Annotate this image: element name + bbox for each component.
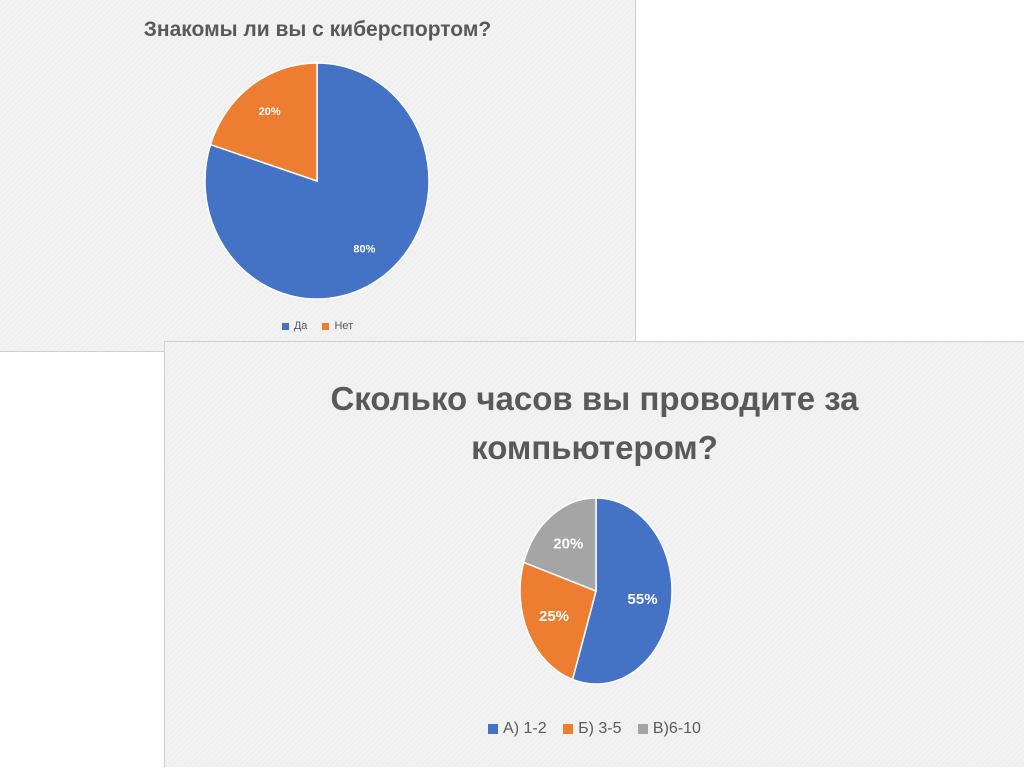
chart-panel-esports: Знакомы ли вы с киберспортом? 80% 20% Да … <box>0 0 636 352</box>
pie-slice-3 <box>522 497 597 593</box>
pie-slice-2 <box>209 62 318 183</box>
legend-label: Да <box>293 320 308 333</box>
legend-swatch <box>281 322 289 330</box>
chart-title: Знакомы ли вы с киберспортом? <box>143 18 492 41</box>
chart-title: Сколько часов вы проводите за компьютеро… <box>330 380 859 466</box>
legend-item-da: Да <box>281 320 308 333</box>
legend-swatch <box>488 724 499 734</box>
legend-label: А) 1-2 <box>503 720 547 737</box>
legend-swatch <box>563 724 574 734</box>
data-label-1: 80% <box>353 244 375 256</box>
data-label-2: 25% <box>539 608 569 625</box>
legend-label: В)6-10 <box>652 720 701 737</box>
legend-item-a: А) 1-2 <box>488 720 547 738</box>
legend-item-v: В)6-10 <box>637 720 701 738</box>
legend-swatch <box>637 724 648 734</box>
legend-item-b: Б) 3-5 <box>563 720 621 738</box>
chart-legend: А) 1-2 Б) 3-5 В)6-10 <box>165 720 1024 738</box>
chart-legend: Да Нет <box>0 320 635 332</box>
legend-swatch <box>322 322 330 330</box>
legend-item-net: Нет <box>322 320 353 332</box>
pie-chart: 55% 25% 20% <box>519 497 673 685</box>
data-label-2: 20% <box>259 106 281 118</box>
pie-slice-1 <box>204 62 430 300</box>
data-label-3: 20% <box>553 535 583 552</box>
data-label-1: 55% <box>628 591 658 608</box>
pie-chart: 80% 20% <box>204 62 430 300</box>
pie-slice-1 <box>571 497 673 685</box>
legend-label: Б) 3-5 <box>578 720 622 737</box>
chart-panel-hours: Сколько часов вы проводите за компьютеро… <box>164 341 1024 767</box>
legend-label: Нет <box>334 320 354 333</box>
pie-slice-2 <box>519 561 597 681</box>
